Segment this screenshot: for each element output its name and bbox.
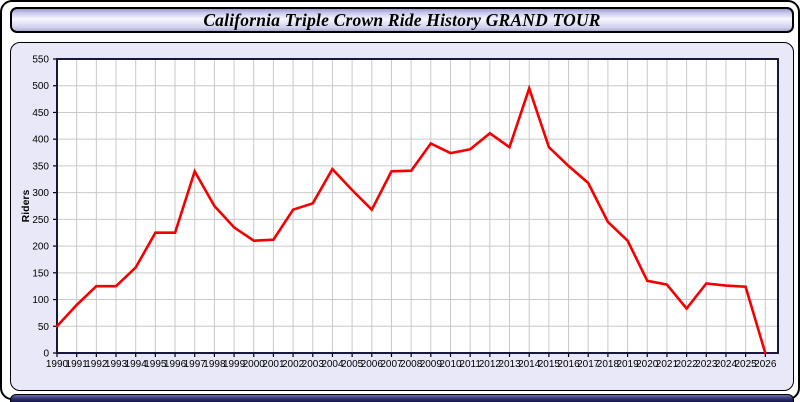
x-tick-label: 2024 xyxy=(715,359,738,370)
y-axis-title: Riders xyxy=(20,190,32,223)
plot-border xyxy=(56,58,779,354)
riders-data-line xyxy=(55,84,767,355)
x-tick-label: 2020 xyxy=(636,359,659,370)
y-tick-label: 200 xyxy=(32,242,49,253)
bottom-section-bar xyxy=(10,394,794,402)
x-tick-label: 2012 xyxy=(479,359,502,370)
x-tick-label: 1995 xyxy=(144,359,167,370)
x-tick-label: 2000 xyxy=(243,359,266,370)
x-tick-label: 1991 xyxy=(66,359,89,370)
x-tick-label: 2005 xyxy=(341,359,364,370)
x-tick-label: 2021 xyxy=(656,359,679,370)
x-tick-label: 2003 xyxy=(302,359,325,370)
y-tick-label: 550 xyxy=(32,55,49,66)
x-tick-label: 1997 xyxy=(184,359,207,370)
x-tick-label: 2011 xyxy=(459,359,481,370)
y-tick-label: 100 xyxy=(32,295,49,306)
x-tick-label: 1999 xyxy=(223,359,246,370)
x-tick-label: 1990 xyxy=(46,359,69,370)
y-tick-label: 400 xyxy=(32,135,49,146)
x-tick-label: 2007 xyxy=(380,359,403,370)
x-tick-label: 2013 xyxy=(498,359,521,370)
y-tick-label: 450 xyxy=(32,108,49,119)
x-tick-label: 2018 xyxy=(597,359,620,370)
y-tick-label: 300 xyxy=(32,188,49,199)
x-tick-label: 1992 xyxy=(85,359,108,370)
x-tick-label: 2009 xyxy=(420,359,443,370)
x-tick-label: 2008 xyxy=(400,359,423,370)
x-tick-label: 2017 xyxy=(577,359,600,370)
page-title: California Triple Crown Ride History GRA… xyxy=(203,10,601,30)
y-tick-label: 50 xyxy=(38,322,50,333)
y-tick-label: 150 xyxy=(32,268,49,279)
x-tick-label: 1994 xyxy=(125,359,148,370)
x-tick-label: 2001 xyxy=(262,359,285,370)
x-tick-label: 2022 xyxy=(675,359,698,370)
x-tick-label: 2002 xyxy=(282,359,305,370)
x-tick-label: 2016 xyxy=(557,359,580,370)
x-tick-label: 2014 xyxy=(518,359,541,370)
x-tick-label: 2004 xyxy=(321,359,344,370)
plot-area xyxy=(57,59,778,353)
x-tick-label: 2006 xyxy=(361,359,384,370)
y-tick-label: 350 xyxy=(32,161,49,172)
x-tick-label: 2015 xyxy=(538,359,561,370)
y-tick-label: 500 xyxy=(32,81,49,92)
x-tick-label: 1996 xyxy=(164,359,187,370)
x-tick-label: 2019 xyxy=(616,359,639,370)
x-tick-label: 2010 xyxy=(439,359,462,370)
x-tick-label: 2026 xyxy=(754,359,777,370)
x-tick-label: 1993 xyxy=(105,359,128,370)
y-tick-label: 250 xyxy=(32,215,49,226)
x-tick-label: 2025 xyxy=(735,359,758,370)
x-tick-label: 2023 xyxy=(695,359,718,370)
y-tick-label: 0 xyxy=(43,349,49,360)
x-tick-label: 1998 xyxy=(203,359,226,370)
chart-title-bar: California Triple Crown Ride History GRA… xyxy=(10,7,794,33)
